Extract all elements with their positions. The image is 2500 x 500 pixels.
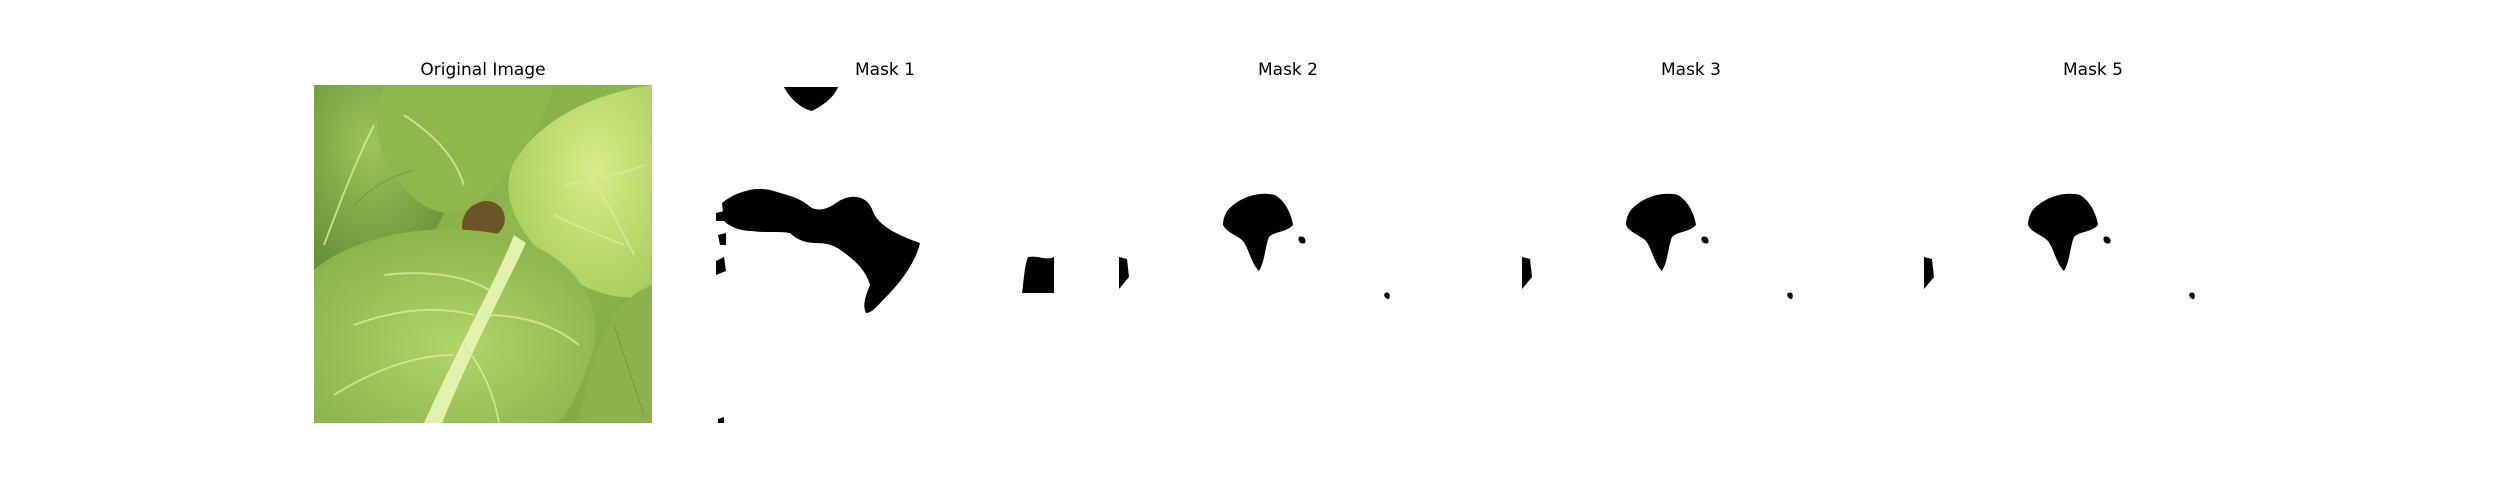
- panel-original-image: Original Image: [314, 0, 652, 500]
- panel-mask-2: Mask 2: [1119, 0, 1457, 500]
- panel-title: Mask 2: [1257, 60, 1318, 80]
- panel-title: Mask 3: [1660, 60, 1721, 80]
- mask-5-image: [1924, 85, 2262, 423]
- mask-2-shapes: [1119, 85, 1457, 423]
- mask-2-image: [1119, 85, 1457, 423]
- mask-5-shapes: [1924, 85, 2262, 423]
- mask-1-image: [716, 85, 1054, 423]
- panel-mask-3: Mask 3: [1522, 0, 1860, 500]
- leaf-photo: [314, 85, 652, 423]
- mask-1-shapes: [716, 85, 1054, 423]
- panel-title: Mask 1: [854, 60, 915, 80]
- panel-title: Mask 5: [2062, 60, 2123, 80]
- original-image: [314, 85, 652, 423]
- mask-3-shapes: [1522, 85, 1860, 423]
- panel-title: Original Image: [420, 60, 546, 80]
- panel-mask-1: Mask 1: [716, 0, 1054, 500]
- mask-3-image: [1522, 85, 1860, 423]
- panel-mask-5: Mask 5: [1924, 0, 2262, 500]
